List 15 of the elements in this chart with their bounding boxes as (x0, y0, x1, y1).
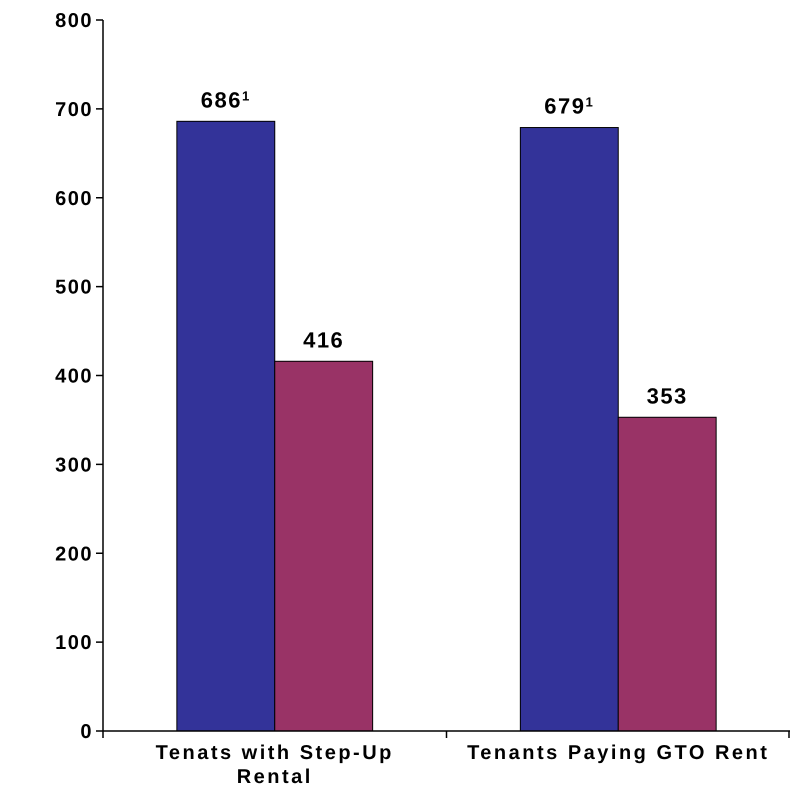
data-label: 679$^{1}$ (544, 94, 594, 119)
y-tick-label: 400 (55, 366, 93, 388)
y-tick-label: 600 (55, 188, 93, 210)
x-tick-label: Tenants Paying GTO Rent (467, 742, 770, 764)
y-tick-label: 200 (55, 543, 93, 566)
y-tick-label: 700 (55, 98, 93, 121)
y-tick-label: 500 (55, 276, 93, 299)
data-label: 686$^{1}$ (200, 87, 251, 112)
data-label: 353 (646, 383, 688, 408)
data-label: 416 (303, 327, 344, 352)
y-tick-label: 300 (55, 454, 93, 476)
y-tick-label: 0 (80, 721, 93, 743)
x-tick-label: Tenats with Step-Up Rental (156, 742, 394, 788)
y-tick-label: 100 (55, 632, 93, 654)
y-tick-label: 800 (55, 10, 93, 32)
